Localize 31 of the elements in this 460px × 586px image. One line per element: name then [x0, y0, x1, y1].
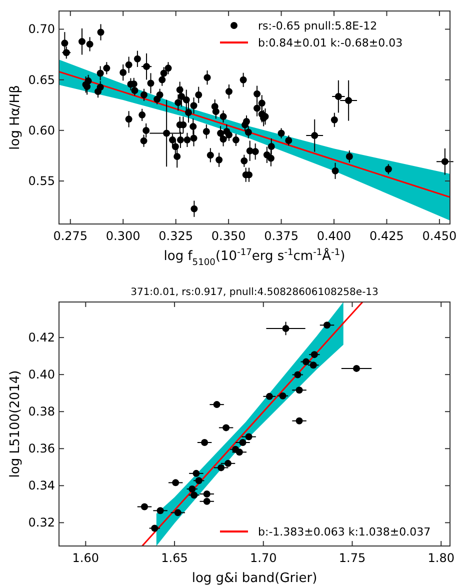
- y-axis-title: log L5100(2014): [8, 370, 23, 478]
- y-axis-title: log Hα/Hβ: [8, 85, 23, 150]
- y-tick-label: 0.38: [28, 404, 55, 419]
- legend-label: rs:-0.65 pnull:5.8E-12: [258, 20, 378, 32]
- legend-label: b:0.84±0.01 k:-0.68±0.03: [258, 36, 403, 50]
- x-tick-label: 0.450: [422, 229, 457, 243]
- x-tick-label: 1.65: [161, 551, 188, 565]
- y-tick-label: 0.40: [28, 368, 55, 382]
- x-tick-label: 1.75: [338, 551, 366, 565]
- y-tick-label: 0.70: [28, 22, 55, 36]
- x-tick-label: 0.325: [158, 229, 194, 243]
- y-tick-label: 0.34: [28, 478, 55, 493]
- x-tick-label: 0.275: [53, 229, 88, 243]
- legend-label: b:-1.383±0.063 k:1.038±0.037: [258, 526, 431, 538]
- x-tick-label: 0.375: [264, 229, 298, 243]
- text: log f$_{5100}$(10$^{-17}$erg s$^{-1}$cm$^{-1}$Å$^{-1}$): [164, 248, 346, 268]
- y-tick-label: 0.36: [28, 442, 55, 456]
- x-axis-title: log g&i band(Grier): [192, 571, 318, 586]
- x-tick-label: 1.80: [428, 551, 454, 565]
- y-tick-label: 0.60: [28, 123, 55, 138]
- x-tick-label: 0.425: [370, 229, 404, 243]
- x-tick-label: 0.300: [106, 229, 140, 243]
- x-tick-label: 0.350: [211, 229, 246, 243]
- y-tick-label: 0.32: [28, 516, 55, 530]
- y-tick-label: 0.65: [28, 72, 55, 87]
- y-tick-label: 0.42: [28, 330, 55, 345]
- x-tick-label: 0.400: [316, 229, 352, 243]
- y-tick-label: 0.55: [28, 174, 55, 188]
- x-tick-label: 1.70: [250, 551, 277, 565]
- chart-title: 371:0.01, rs:0.917, pnull:4.50828606108258e-13: [130, 287, 378, 298]
- x-tick-label: 1.60: [72, 551, 100, 565]
